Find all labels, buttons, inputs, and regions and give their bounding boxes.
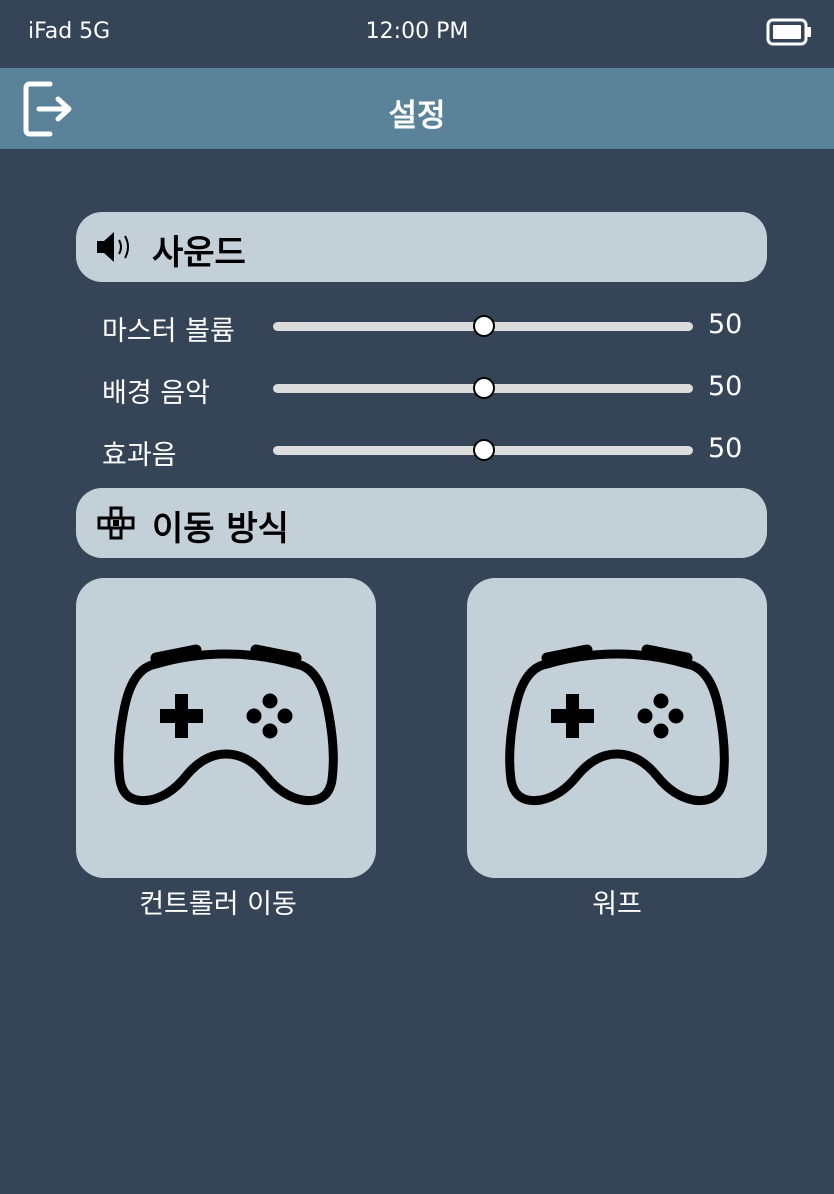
- gamepad-icon: [114, 644, 338, 806]
- sfx-volume-slider[interactable]: [273, 439, 693, 461]
- sfx-volume-value: 50: [708, 433, 743, 464]
- controller-move-label: 컨트롤러 이동: [139, 889, 297, 920]
- clock-label: 12:00 PM: [365, 19, 469, 44]
- page-title: 설정: [388, 98, 446, 134]
- warp-label: 워프: [592, 889, 642, 920]
- status-bar: iFad 5G 12:00 PM: [0, 0, 834, 68]
- dpad-icon: [97, 506, 135, 540]
- sound-section-title: 사운드: [152, 233, 246, 273]
- nav-bar: 설정: [0, 68, 834, 149]
- sfx-volume-row: 효과음 50: [0, 429, 834, 471]
- bgm-volume-row: 배경 음악 50: [0, 367, 834, 409]
- sfx-volume-label: 효과음: [102, 440, 177, 471]
- bgm-volume-value: 50: [708, 371, 743, 402]
- carrier-label: iFad 5G: [28, 19, 111, 44]
- movement-section-title: 이동 방식: [152, 509, 289, 549]
- master-volume-label: 마스터 볼륨: [102, 316, 235, 347]
- master-volume-row: 마스터 볼륨 50: [0, 305, 834, 347]
- exit-icon: [23, 81, 72, 137]
- sound-section-header: 사운드: [76, 212, 767, 282]
- battery-full-icon: [766, 18, 811, 46]
- exit-button[interactable]: [20, 78, 78, 140]
- controller-move-option[interactable]: [76, 578, 376, 878]
- gamepad-icon: [505, 644, 729, 806]
- bgm-volume-thumb[interactable]: [473, 377, 495, 399]
- master-volume-slider[interactable]: [273, 315, 693, 337]
- master-volume-value: 50: [708, 309, 743, 340]
- movement-section-header: 이동 방식: [76, 488, 767, 558]
- bgm-volume-slider[interactable]: [273, 377, 693, 399]
- sfx-volume-thumb[interactable]: [473, 439, 495, 461]
- master-volume-thumb[interactable]: [473, 315, 495, 337]
- warp-option[interactable]: [467, 578, 767, 878]
- speaker-icon: [97, 232, 129, 262]
- bgm-volume-label: 배경 음악: [102, 378, 210, 409]
